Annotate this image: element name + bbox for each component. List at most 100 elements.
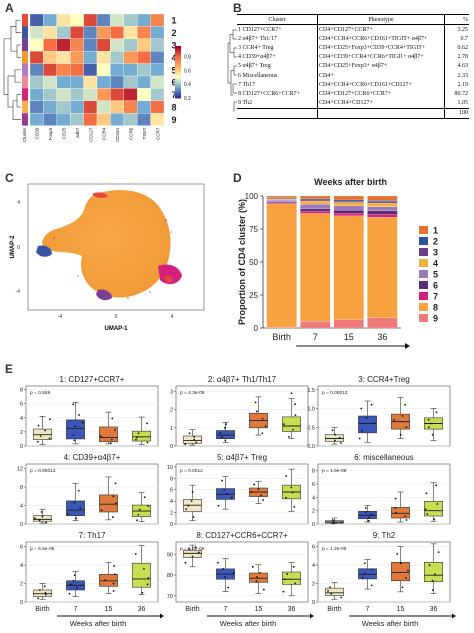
heatmap-row-label: 1 — [171, 16, 176, 26]
stack-segment-4 — [266, 198, 297, 201]
heatmap-cell — [83, 13, 98, 27]
boxplot-xtick-label: 15 — [397, 606, 405, 613]
heatmap-cell — [56, 88, 71, 101]
boxplot-pvalue: p = 0.00013 — [30, 468, 56, 474]
table-dendrogram — [227, 29, 237, 112]
heatmap-cell — [29, 75, 44, 89]
boxplot-ytick-label: 4 — [312, 495, 315, 501]
boxplot-point — [43, 585, 46, 588]
boxplot-point — [221, 479, 223, 482]
color-scale-tick: 0.4 — [184, 82, 191, 88]
boxplot-point — [428, 564, 431, 566]
boxplot-point — [404, 403, 407, 406]
boxplot-point — [112, 495, 115, 498]
heatmap-cell — [56, 113, 71, 126]
heatmap-cell — [150, 26, 165, 39]
cluster-table: Cluster Phenotype % 1 CD127+CCR7+ CD4+CD1… — [237, 14, 469, 119]
boxplot-point — [190, 500, 193, 503]
heatmap-cell — [137, 13, 151, 27]
color-scale-step — [175, 92, 181, 95]
boxplot-point — [81, 421, 84, 424]
cluster-color-swatch — [22, 26, 28, 39]
heatmap-cell — [70, 88, 84, 101]
boxplot-xlabel: Weeks after birth — [220, 619, 277, 628]
table-cell-pct: 80.72 — [454, 90, 469, 97]
boxplot-ytick-label: 6 — [312, 545, 315, 551]
boxplot-point — [185, 508, 188, 511]
panel-label-a: A — [5, 1, 14, 15]
boxplot-box — [282, 416, 301, 432]
color-scale-step — [175, 94, 181, 97]
stack-segment-5 — [367, 206, 398, 212]
boxplot-xtick-label: 15 — [255, 606, 263, 613]
heatmap-cell — [96, 113, 111, 126]
heatmap-cell — [110, 100, 124, 114]
stack-xtick-label: Birth — [272, 332, 291, 342]
boxplot-point — [333, 439, 336, 442]
color-scale-step — [175, 82, 181, 85]
table-cell-pct: 2.33 — [457, 72, 469, 79]
boxplot-box — [33, 589, 52, 597]
boxplot-point — [426, 513, 429, 515]
boxplot-point — [191, 491, 194, 493]
heatmap-cell — [29, 38, 44, 52]
stack-segment-3 — [367, 201, 398, 204]
boxplot-weeks-arrowhead — [452, 613, 456, 619]
boxplot-point — [45, 521, 48, 524]
boxplot-point — [115, 502, 118, 505]
heatmap-cell — [29, 88, 44, 101]
stack-segment-5 — [300, 204, 331, 210]
boxplot-point — [338, 436, 341, 439]
boxplot-point — [330, 592, 333, 595]
heatmap-row-label: 7 — [171, 90, 176, 100]
boxplot-point — [425, 492, 428, 495]
heatmap-cell — [137, 100, 151, 114]
heatmap-cell — [110, 113, 124, 126]
boxplot-point — [405, 577, 408, 579]
table-row: 1 CD127+CCR7+ CD4+CD127+CCR7+ 3.25 — [237, 24, 469, 35]
boxplot-box — [99, 494, 118, 513]
table-cell-cluster: 1 CD127+CCR7+ — [237, 24, 318, 35]
boxplot-point — [254, 401, 257, 404]
boxplot-point — [404, 515, 407, 517]
boxplot-point — [259, 572, 262, 574]
boxplot-point — [48, 437, 51, 440]
boxplot-point — [79, 507, 82, 510]
boxplot-title: 7: Th17 — [79, 531, 107, 540]
color-scale-step — [175, 46, 181, 49]
color-scale-step — [175, 52, 181, 55]
legend-label-4: 4 — [433, 259, 438, 269]
boxplot-point — [195, 441, 198, 444]
heatmap-col-label: CCR6 — [129, 127, 134, 140]
heatmap-cell — [96, 26, 111, 39]
legend-label-3: 3 — [433, 248, 438, 258]
legend-swatch-3 — [419, 248, 428, 256]
heatmap-cell — [150, 38, 165, 52]
boxplot-ytick-label: 10 — [167, 465, 173, 471]
boxplot-point — [250, 491, 253, 493]
cluster-color-swatch — [22, 63, 28, 76]
boxplot-point — [363, 572, 366, 575]
heatmap-cell — [110, 13, 124, 27]
boxplot-xtick-label: Birth — [327, 606, 342, 613]
boxplot-box — [132, 430, 151, 442]
table-cell-cluster: 7 Th17 — [237, 80, 318, 90]
dendrogram-branch — [14, 69, 21, 83]
boxplot-weeks-arrowhead — [160, 613, 164, 619]
boxplot-point — [74, 425, 77, 428]
boxplot-point — [146, 422, 148, 425]
boxplot-point — [262, 499, 264, 501]
boxplot-ytick-label: 4 — [20, 563, 23, 569]
color-scale-step — [175, 60, 181, 63]
boxplot-point — [141, 591, 144, 594]
boxplot-point — [72, 579, 75, 582]
boxplot-point — [72, 434, 75, 437]
table-row: 6 Miscellaneous CD4+ 2.33 — [237, 70, 469, 81]
boxplot-ytick-label: 90 — [167, 552, 173, 558]
stack-segment-2 — [367, 200, 398, 202]
boxplot-ytick-label: 2 — [20, 582, 23, 588]
boxplot-point — [113, 565, 116, 567]
boxplot-point — [256, 576, 258, 579]
panel-label-c: C — [5, 171, 14, 185]
stack-segment-7 — [266, 202, 297, 204]
